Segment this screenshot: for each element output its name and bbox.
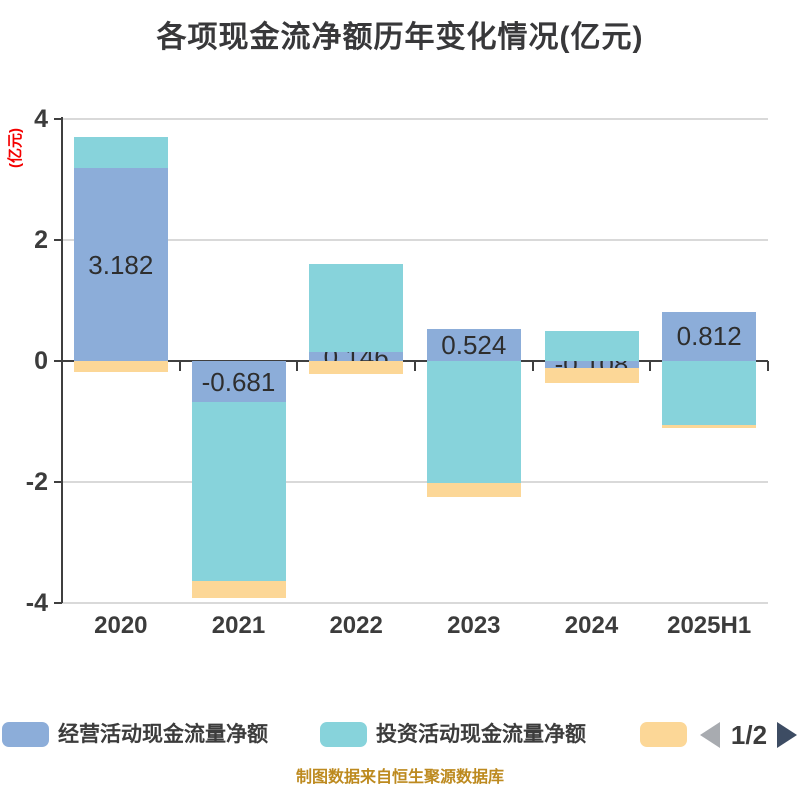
x-tick-label: 2023 (447, 612, 501, 639)
gridline (62, 118, 768, 120)
x-tick-label: 2025H1 (667, 612, 752, 639)
legend-page-indicator: 1/2 (730, 720, 768, 750)
bar-segment (544, 330, 639, 361)
x-axis-tick (767, 361, 769, 371)
bar-value-label: 3.182 (88, 249, 154, 280)
bar-segment (73, 361, 168, 372)
x-axis-tick (296, 361, 299, 371)
legend-label-operating[interactable]: 经营活动现金流量净额 (58, 723, 268, 746)
legend-swatch-investing[interactable] (320, 722, 367, 747)
chart-legend: 经营活动现金流量净额 投资活动现金流量净额 1/2 (0, 720, 800, 750)
x-axis-tick (649, 361, 652, 371)
bar-segment (662, 425, 757, 428)
x-axis-tick (531, 361, 534, 371)
bar-segment (73, 137, 168, 169)
y-tick-label: 0 (34, 347, 48, 375)
y-axis-tick (54, 239, 62, 241)
y-axis-tick (54, 360, 62, 362)
x-axis-tick (178, 361, 181, 371)
bar-segment (662, 311, 757, 361)
bar-segment (191, 402, 286, 582)
y-axis-tick (54, 118, 62, 120)
chart-title: 各项现金流净额历年变化情况(亿元) (156, 21, 644, 54)
y-tick-label: -4 (25, 589, 48, 617)
legend-swatch-financing[interactable] (640, 722, 687, 747)
bar-segment (73, 168, 168, 361)
bar-segment (309, 352, 404, 361)
bar-value-label: 0.812 (676, 321, 742, 352)
y-axis-line (61, 117, 63, 603)
gridline (62, 481, 768, 483)
bar-segment (309, 361, 404, 375)
next-page-icon[interactable] (777, 722, 797, 748)
bar-segment (662, 361, 757, 426)
bar-segment (426, 483, 521, 498)
y-tick-label: -2 (25, 468, 48, 496)
y-tick-label: 4 (34, 105, 48, 133)
bar-value-label: -0.681 (201, 366, 276, 397)
prev-page-icon[interactable] (700, 722, 720, 748)
y-axis-tick (54, 481, 62, 483)
bar-segment (191, 361, 286, 403)
bar-segment (426, 361, 521, 484)
bar-value-label: 0.524 (441, 330, 507, 361)
legend-label-investing[interactable]: 投资活动现金流量净额 (376, 723, 586, 746)
x-tick-label: 2021 (211, 612, 266, 639)
bar-segment (426, 329, 521, 361)
x-tick-label: 2020 (94, 612, 148, 639)
x-tick-label: 2024 (564, 612, 619, 639)
bar-segment (544, 367, 639, 383)
gridline (62, 602, 768, 604)
gridline (62, 239, 768, 241)
x-axis-tick (414, 361, 416, 371)
y-axis-tick (54, 602, 62, 604)
data-source-note: 制图数据来自恒生聚源数据库 (295, 769, 504, 786)
x-tick-label: 2022 (329, 612, 383, 639)
legend-swatch-operating[interactable] (2, 722, 49, 747)
y-tick-label: 2 (34, 226, 48, 254)
bar-segment (191, 581, 286, 599)
bar-segment (309, 263, 404, 353)
bar-segment (544, 361, 639, 368)
